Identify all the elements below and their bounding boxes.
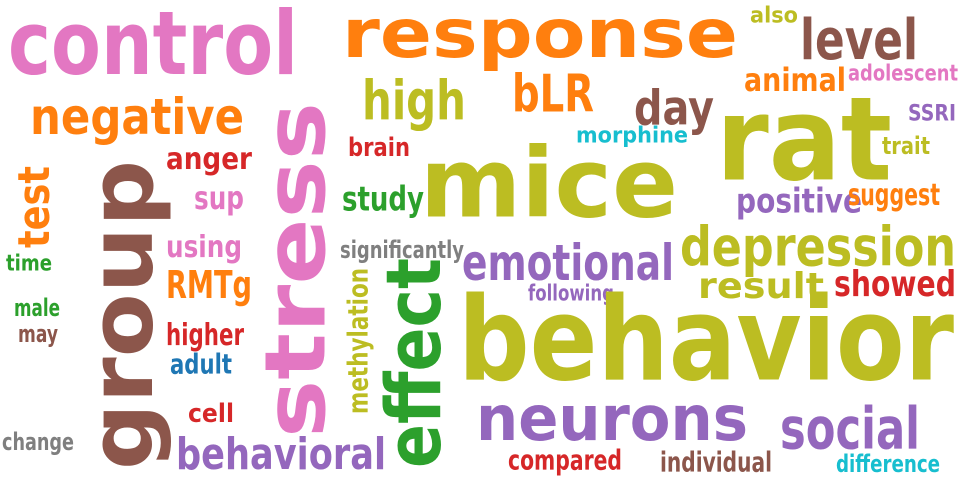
- word-emotional: emotional: [462, 233, 674, 292]
- word-sup: sup: [194, 179, 244, 217]
- word-morphine: morphine: [576, 122, 688, 148]
- word-higher: higher: [166, 317, 244, 353]
- word-time: time: [6, 250, 52, 276]
- word-rat: rat: [716, 71, 892, 208]
- word-difference: difference: [836, 449, 940, 478]
- word-stress: stress: [246, 101, 345, 438]
- word-positive: positive: [736, 180, 862, 221]
- word-negative: negative: [30, 87, 244, 146]
- word-behavioral: behavioral: [176, 428, 386, 480]
- word-depression: depression: [680, 215, 956, 279]
- word-group: group: [70, 160, 174, 470]
- word-level: level: [800, 6, 918, 73]
- word-behavior: behavior: [458, 271, 954, 408]
- word-rmtg: RMTg: [166, 262, 252, 308]
- word-showed: showed: [834, 262, 956, 305]
- word-study: study: [342, 178, 424, 219]
- word-blr: bLR: [512, 63, 594, 125]
- word-neurons: neurons: [476, 382, 748, 455]
- word-also: also: [750, 2, 798, 28]
- word-response: response: [342, 0, 738, 74]
- word-anger: anger: [166, 141, 252, 177]
- word-male: male: [14, 293, 60, 322]
- word-change: change: [2, 427, 74, 456]
- word-result: result: [698, 264, 824, 307]
- word-suggest: suggest: [848, 177, 940, 213]
- word-mice: mice: [420, 127, 678, 240]
- word-cell: cell: [188, 397, 234, 429]
- word-using: using: [166, 229, 242, 265]
- word-day: day: [634, 79, 714, 136]
- word-control: control: [8, 0, 298, 96]
- word-trait: trait: [882, 131, 930, 160]
- word-brain: brain: [348, 131, 410, 163]
- word-individual: individual: [660, 445, 772, 479]
- word-adult: adult: [170, 347, 232, 381]
- word-adolescent: adolescent: [848, 60, 958, 86]
- word-following: following: [528, 280, 614, 306]
- word-methylation: methylation: [341, 268, 375, 414]
- word-effect: effect: [369, 258, 459, 468]
- word-test: test: [8, 166, 60, 248]
- word-may: may: [18, 319, 58, 348]
- word-animal: animal: [744, 61, 846, 99]
- word-compared: compared: [508, 443, 622, 477]
- word-social: social: [780, 394, 920, 463]
- word-ssri: SSRI: [908, 100, 956, 126]
- word-significantly: significantly: [340, 235, 464, 264]
- word-high: high: [362, 69, 466, 133]
